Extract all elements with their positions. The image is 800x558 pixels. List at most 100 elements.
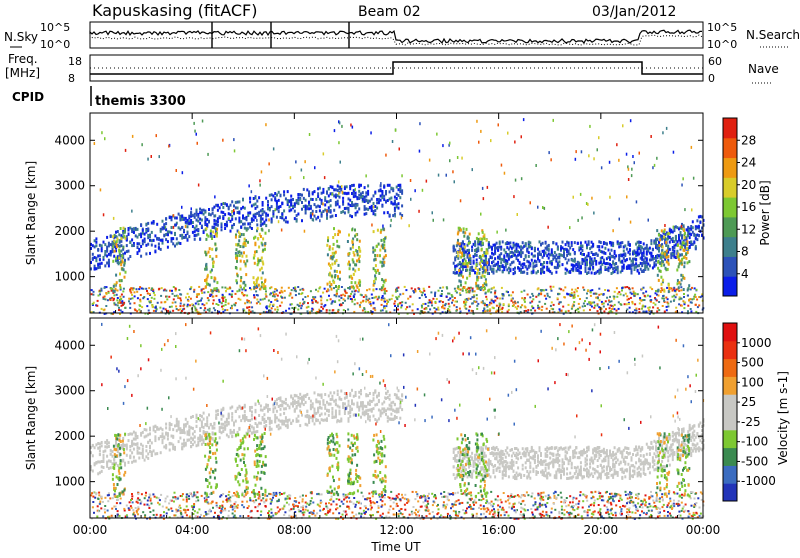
- heatmap-cell: [419, 122, 421, 125]
- heatmap-cell: [354, 263, 356, 266]
- heatmap-cell: [122, 445, 124, 448]
- heatmap-cell: [197, 216, 199, 219]
- heatmap-cell: [258, 422, 260, 425]
- heatmap-cell: [108, 253, 110, 256]
- heatmap-cell: [238, 220, 240, 223]
- heatmap-cell: [163, 445, 165, 448]
- heatmap-cell: [399, 302, 401, 304]
- heatmap-cell: [436, 308, 438, 310]
- heatmap-cell: [112, 450, 114, 453]
- heatmap-cell: [593, 293, 595, 295]
- heatmap-cell: [191, 207, 193, 210]
- heatmap-cell: [554, 251, 556, 254]
- heatmap-cell: [360, 184, 362, 187]
- heatmap-cell: [565, 311, 567, 313]
- heatmap-cell: [663, 298, 665, 300]
- noise-left-label: N.Sky: [4, 30, 38, 44]
- heatmap-cell: [641, 264, 643, 267]
- heatmap-cell: [509, 241, 511, 244]
- heatmap-cell: [145, 252, 147, 255]
- heatmap-cell: [367, 200, 369, 203]
- heatmap-cell: [135, 434, 137, 437]
- heatmap-cell: [142, 297, 144, 299]
- heatmap-cell: [337, 203, 339, 206]
- heatmap-cell: [353, 296, 355, 298]
- heatmap-cell: [179, 308, 181, 310]
- heatmap-cell: [108, 262, 110, 265]
- heatmap-cell: [214, 223, 216, 226]
- heatmap-cell: [165, 426, 167, 429]
- heatmap-cell: [414, 288, 416, 290]
- heatmap-cell: [110, 299, 112, 301]
- heatmap-cell: [104, 449, 106, 452]
- heatmap-cell: [616, 296, 618, 298]
- heatmap-cell: [172, 302, 174, 304]
- heatmap-cell: [213, 219, 215, 222]
- heatmap-cell: [269, 208, 271, 211]
- heatmap-cell: [158, 247, 160, 250]
- heatmap-cell: [162, 227, 164, 230]
- heatmap-cell: [268, 306, 270, 308]
- heatmap-cell: [131, 287, 133, 289]
- heatmap-cell: [242, 198, 244, 201]
- heatmap-cell: [355, 192, 357, 195]
- heatmap-cell: [476, 272, 478, 275]
- heatmap-cell: [312, 402, 314, 405]
- heatmap-cell: [230, 204, 232, 207]
- heatmap-cell: [328, 295, 330, 297]
- heatmap-cell: [665, 256, 667, 259]
- heatmap-cell: [251, 411, 253, 414]
- heatmap-cell: [637, 269, 639, 272]
- heatmap-cell: [523, 271, 525, 274]
- heatmap-cell: [478, 232, 480, 235]
- heatmap-cell: [521, 297, 523, 299]
- heatmap-cell: [289, 406, 291, 409]
- heatmap-cell: [272, 407, 274, 410]
- heatmap-cell: [574, 241, 576, 244]
- heatmap-cell: [610, 305, 612, 307]
- heatmap-cell: [218, 299, 220, 301]
- heatmap-cell: [681, 262, 683, 265]
- heatmap-cell: [296, 199, 298, 202]
- heatmap-cell: [178, 309, 180, 311]
- heatmap-cell: [262, 237, 264, 240]
- heatmap-cell: [677, 282, 679, 285]
- heatmap-cell: [265, 224, 267, 227]
- heatmap-cell: [135, 234, 137, 237]
- heatmap-cell: [617, 268, 619, 271]
- heatmap-cell: [94, 446, 96, 449]
- heatmap-cell: [321, 199, 323, 202]
- heatmap-cell: [298, 293, 300, 295]
- heatmap-cell: [429, 299, 431, 301]
- heatmap-cell: [201, 438, 203, 441]
- heatmap-cell: [598, 294, 600, 296]
- heatmap-cell: [188, 425, 190, 428]
- heatmap-cell: [198, 184, 200, 187]
- heatmap-cell: [106, 262, 108, 265]
- heatmap-cell: [643, 251, 645, 254]
- heatmap-cell: [551, 301, 553, 303]
- heatmap-cell: [329, 210, 331, 213]
- heatmap-cell: [663, 300, 665, 302]
- heatmap-cell: [649, 295, 651, 297]
- heatmap-cell: [539, 259, 541, 262]
- heatmap-cell: [476, 279, 478, 282]
- heatmap-cell: [247, 222, 249, 225]
- heatmap-cell: [151, 287, 153, 289]
- heatmap-cell: [661, 229, 663, 232]
- heatmap-cell: [285, 220, 287, 223]
- heatmap-cell: [165, 226, 167, 229]
- heatmap-cell: [125, 271, 127, 274]
- heatmap-cell: [351, 301, 353, 303]
- heatmap-cell: [352, 228, 354, 231]
- heatmap-cell: [302, 289, 304, 291]
- heatmap-cell: [523, 118, 525, 121]
- heatmap-cell: [449, 159, 451, 162]
- heatmap-cell: [110, 243, 112, 246]
- heatmap-cell: [687, 289, 689, 292]
- heatmap-cell: [188, 438, 190, 441]
- heatmap-cell: [322, 191, 324, 194]
- heatmap-cell: [279, 305, 281, 307]
- heatmap-cell: [138, 288, 140, 290]
- heatmap-cell: [118, 249, 120, 252]
